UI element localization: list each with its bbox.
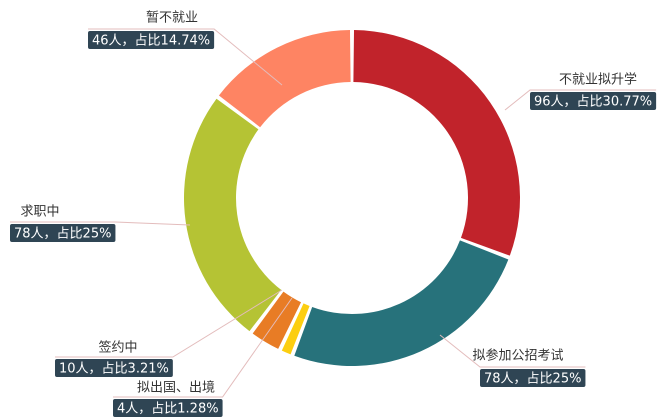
value-label: 10人，占比3.21%	[59, 362, 169, 377]
category-label: 不就业拟升学	[559, 72, 637, 88]
value-label: 96人，占比30.77%	[534, 95, 652, 110]
value-label: 4人，占比1.28%	[117, 402, 219, 417]
label-group: 不就业拟升学 96人，占比30.77%	[504, 72, 657, 111]
category-label: 拟参加公招考试	[472, 348, 563, 364]
value-label-box	[88, 31, 215, 49]
category-label: 拟出国、出境	[137, 381, 215, 396]
value-label-box	[10, 224, 116, 242]
category-label: 求职中	[20, 205, 59, 220]
donut-segment	[294, 240, 509, 366]
label-group: 拟参加公招考试 78人，占比25%	[439, 334, 586, 387]
donut-segment	[218, 30, 351, 128]
leader-line	[504, 89, 657, 111]
leader-line	[88, 28, 283, 86]
label-group: 暂不就业 46人，占比14.74%	[88, 11, 283, 86]
label-group: 求职中 78人，占比25%	[10, 205, 191, 242]
value-label: 78人，占比25%	[14, 227, 111, 242]
label-group: 签约中 10人，占比3.21%	[55, 289, 283, 377]
value-label-box	[480, 369, 586, 387]
category-label: 签约中	[98, 340, 137, 356]
value-label-box	[530, 92, 657, 110]
category-label: 暂不就业	[146, 11, 198, 26]
donut-segment	[281, 303, 310, 355]
leader-line	[113, 297, 293, 398]
donut-segment	[353, 30, 520, 256]
value-label: 78人，占比25%	[484, 372, 581, 387]
value-label-box	[55, 359, 173, 377]
label-group: 拟出国、出境 4人，占比1.28%	[113, 297, 293, 417]
leader-line	[10, 221, 191, 226]
leader-line	[439, 334, 586, 368]
value-label-box	[113, 399, 223, 417]
donut-segment	[184, 98, 282, 332]
value-label: 46人，占比14.74%	[92, 34, 210, 49]
leader-line	[55, 289, 283, 358]
